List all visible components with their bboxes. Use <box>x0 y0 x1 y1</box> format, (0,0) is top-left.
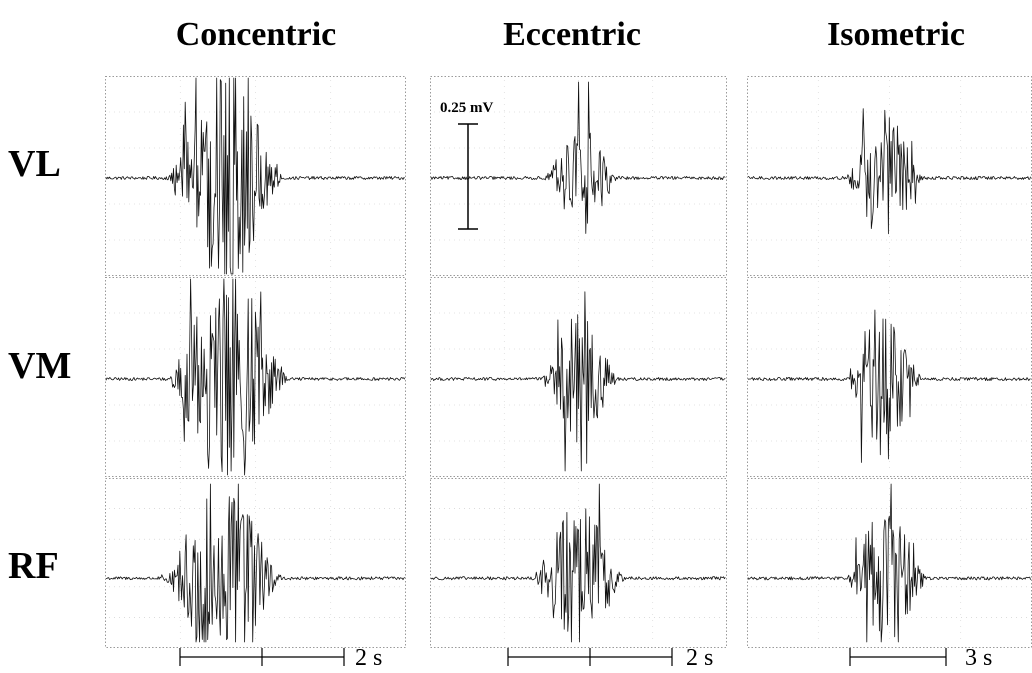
scale-bars: 0.25 mV 2 s 2 s 3 s <box>179 100 992 671</box>
row-labels: VL VM RF <box>8 143 71 587</box>
time-scale-label-concentric: 2 s <box>355 645 382 671</box>
row-label-vm: VM <box>8 345 71 387</box>
amplitude-scale-label: 0.25 mV <box>440 100 493 116</box>
emg-panel-isometric-vl <box>747 76 1032 276</box>
emg-trace <box>430 291 726 472</box>
panel-frame <box>430 478 727 648</box>
panel-frame <box>430 277 727 477</box>
panel-frame <box>747 478 1032 648</box>
column-title-concentric: Concentric <box>176 16 337 53</box>
emg-panel-eccentric-vl <box>430 76 727 276</box>
emg-trace <box>747 108 1031 235</box>
time-scale-label-isometric: 3 s <box>965 645 992 671</box>
emg-trace <box>105 483 406 643</box>
emg-trace <box>105 278 406 476</box>
emg-trace <box>747 483 1031 643</box>
emg-panel-eccentric-vm <box>430 277 727 477</box>
panel-frame <box>105 277 406 477</box>
panel-frame <box>430 76 727 276</box>
emg-panel-isometric-vm <box>747 277 1032 477</box>
row-label-rf: RF <box>8 545 59 587</box>
time-scale-label-eccentric: 2 s <box>686 645 713 671</box>
emg-trace <box>430 483 726 643</box>
emg-trace <box>747 309 1031 463</box>
emg-panels <box>105 76 1032 648</box>
row-label-vl: VL <box>8 143 61 185</box>
emg-panel-concentric-rf <box>105 478 406 648</box>
column-titles: Concentric Eccentric Isometric <box>176 16 965 53</box>
emg-panel-isometric-rf <box>747 478 1032 648</box>
column-title-isometric: Isometric <box>827 16 965 53</box>
panel-frame <box>105 76 406 276</box>
column-title-eccentric: Eccentric <box>503 16 641 53</box>
emg-trace <box>430 81 726 234</box>
emg-panel-concentric-vm <box>105 277 406 477</box>
emg-panel-concentric-vl <box>105 76 406 276</box>
emg-panel-eccentric-rf <box>430 478 727 648</box>
emg-trace <box>105 77 405 275</box>
